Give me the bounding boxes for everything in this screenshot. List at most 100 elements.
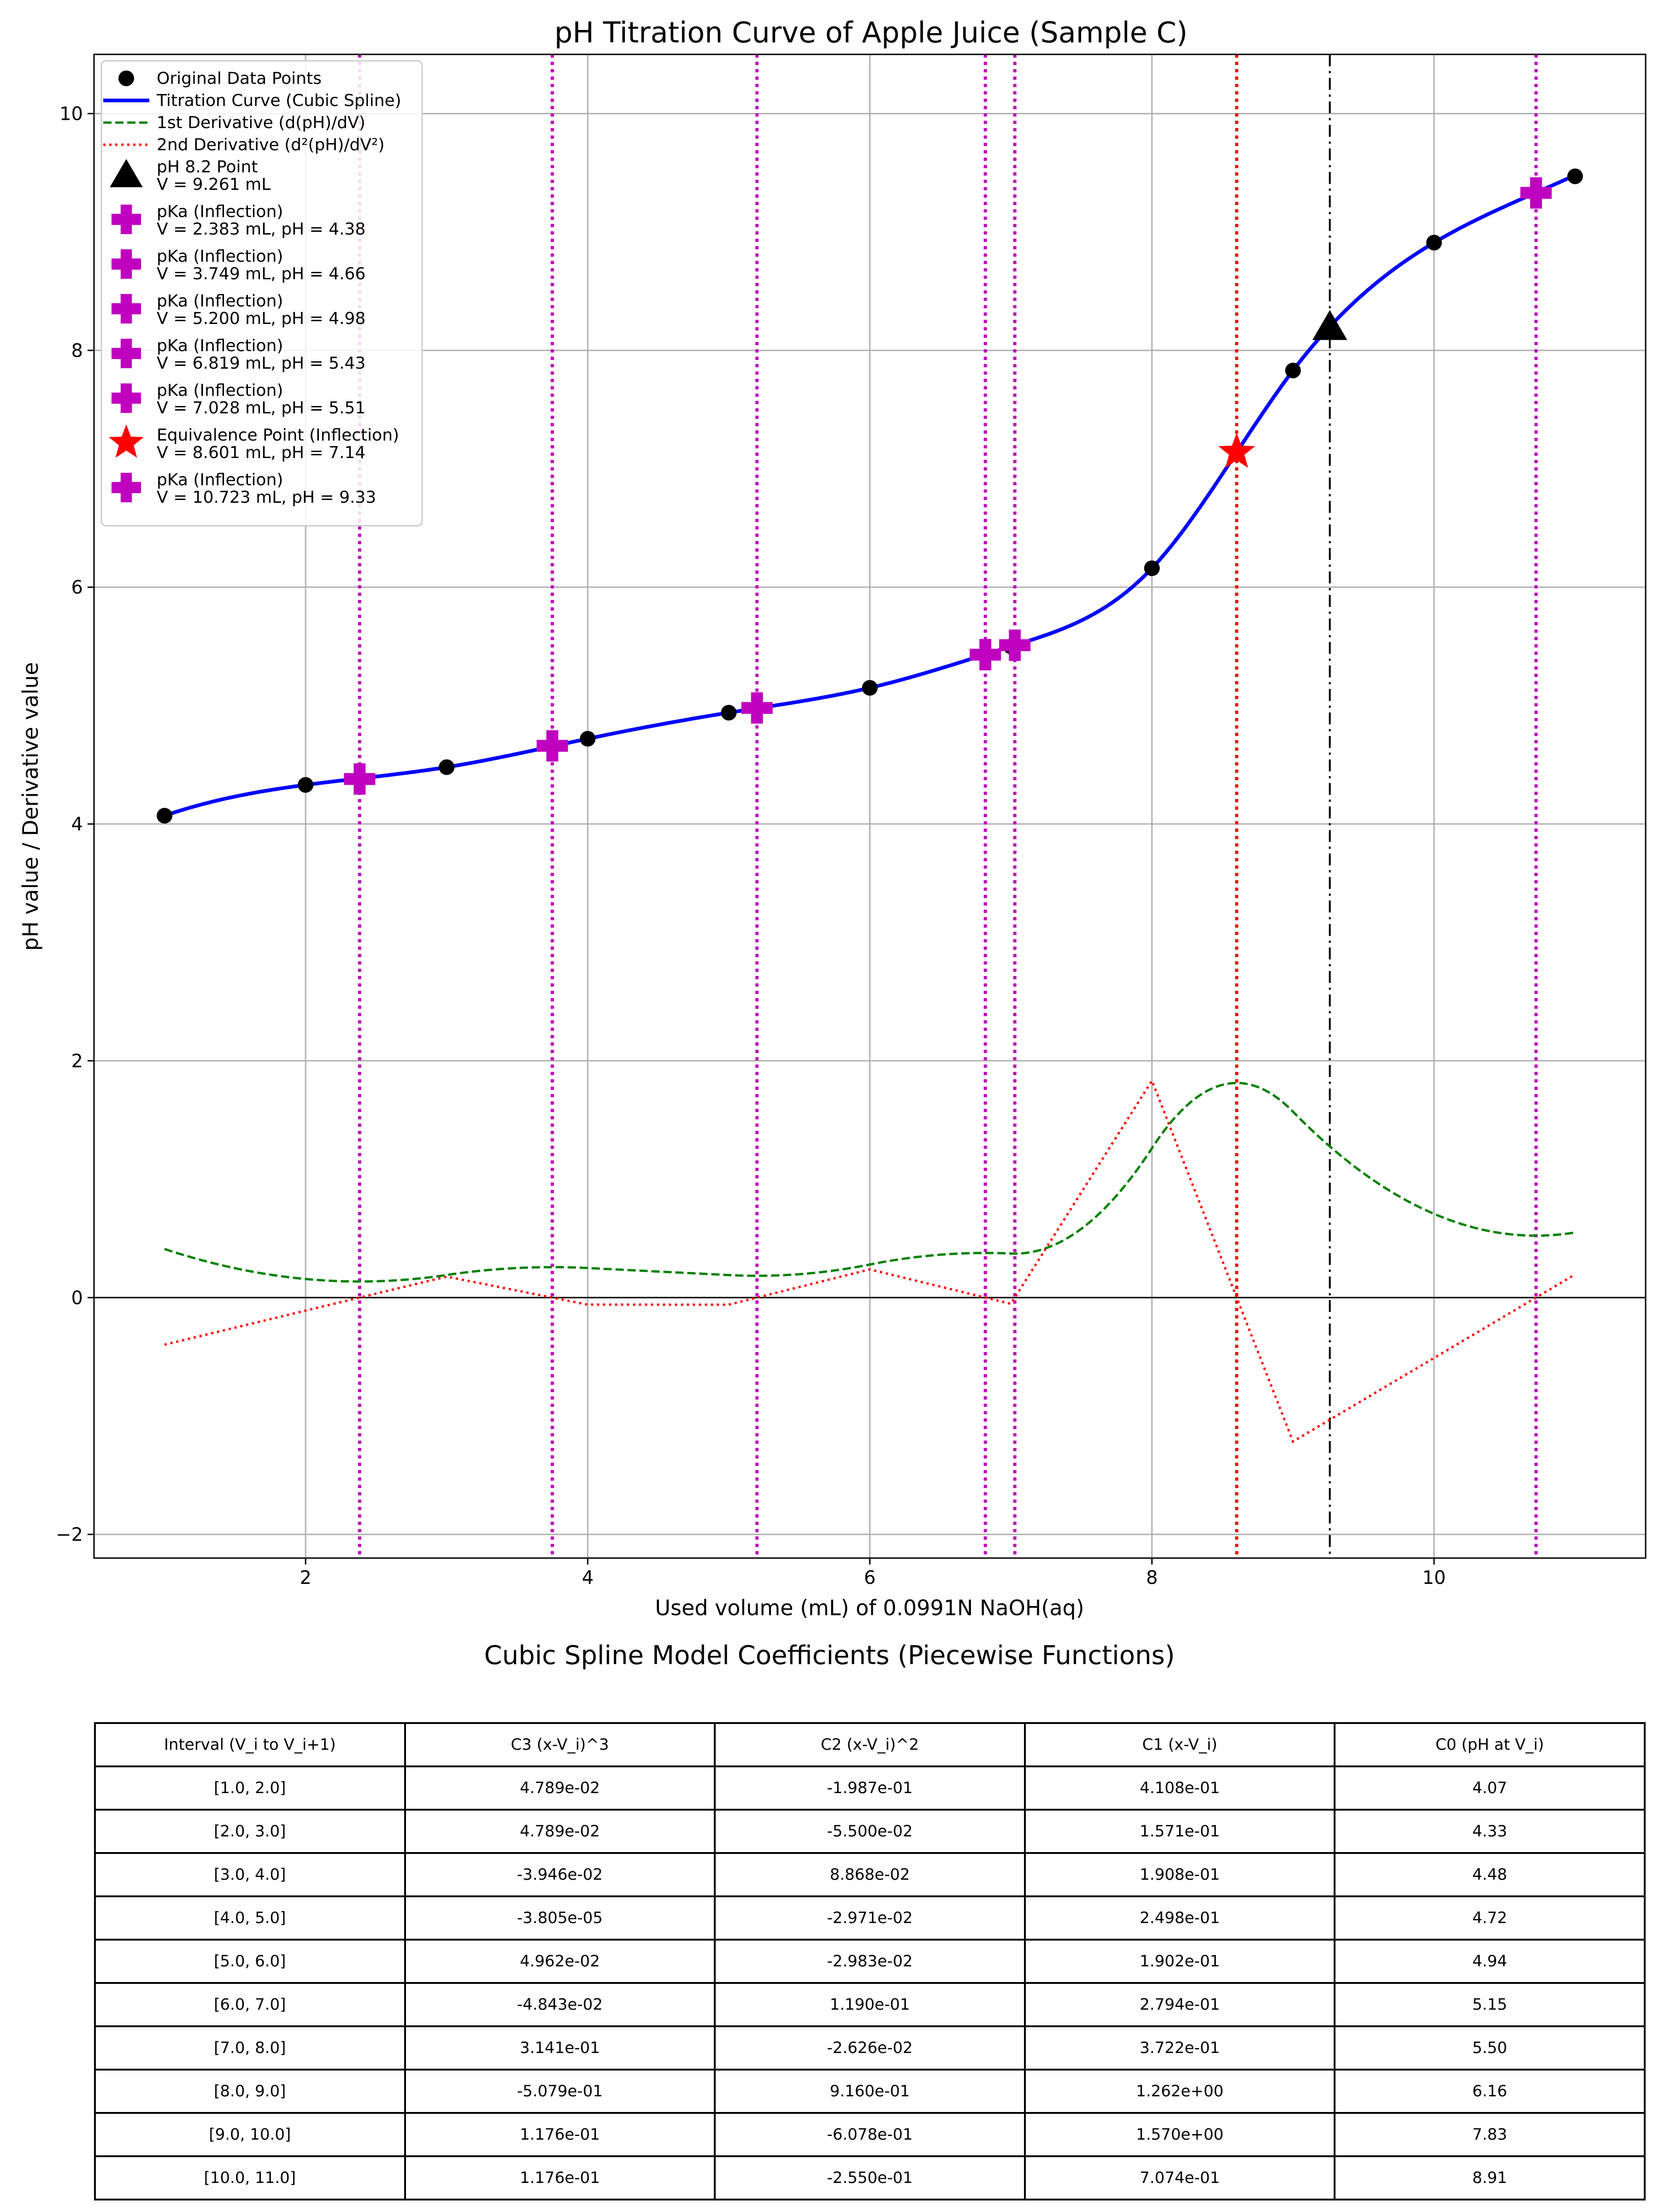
legend-label: 2nd Derivative (d²(pH)/dV²) [157,135,385,154]
legend-label: Original Data Points [157,69,322,88]
legend-label: pH 8.2 Point [157,158,258,176]
table-cell: -2.626e-02 [714,2025,1026,2071]
table-cell: [8.0, 9.0] [94,2069,406,2114]
legend-handle-pka [112,249,141,279]
table-cell: 1.176e-01 [404,2155,716,2200]
table-row: [5.0, 6.0] 4.962e-02 -2.983e-02 1.902e-01 4.… [94,1939,1646,1984]
table-row: [9.0, 10.0] 1.176e-01 -6.078e-01 1.570e+00 7… [94,2112,1646,2157]
table-cell: 8.868e-02 [714,1852,1026,1897]
second-derivative-line [164,1078,1576,1443]
chart-title: pH Titration Curve of Apple Juice (Sampl… [554,16,1188,49]
table-cell: 6.16 [1334,2069,1646,2114]
table-cell: 4.789e-02 [404,1809,716,1854]
legend-handle-equivalence [109,424,144,458]
table-cell: [6.0, 7.0] [94,1982,406,2027]
legend-label: Equivalence Point (Inflection) [157,426,399,445]
table-cell: 4.48 [1334,1852,1646,1897]
legend-detail: V = 8.601 mL, pH = 7.14 [157,443,365,462]
first-derivative-line [164,1082,1576,1283]
legend-handle-ph82 [110,159,143,188]
table-cell: -2.983e-02 [714,1939,1026,1984]
table-row: [10.0, 11.0] 1.176e-01 -2.550e-01 7.074e-01… [94,2155,1646,2200]
legend-detail: V = 3.749 mL, pH = 4.66 [157,265,365,283]
table-cell: [9.0, 10.0] [94,2112,406,2157]
table-cell: 3.722e-01 [1024,2025,1336,2071]
table-header-cell: C1 (x-V_i) [1024,1722,1336,1767]
legend-label: pKa (Inflection) [157,202,283,221]
table-header-cell: C2 (x-V_i)^2 [714,1722,1026,1767]
x-axis-label: Used volume (mL) of 0.0991N NaOH(aq) [655,1595,1084,1620]
table-cell: [3.0, 4.0] [94,1852,406,1897]
table-row: [1.0, 2.0] 4.789e-02 -1.987e-01 4.108e-01 4.… [94,1765,1646,1811]
legend-handle-data-points [118,71,134,86]
table-cell: 1.262e+00 [1024,2069,1336,2114]
pka-point-marker [741,692,773,724]
x-tick-label: 6 [864,1567,876,1588]
table-header-cell: C0 (pH at V_i) [1334,1722,1646,1767]
table-cell: 2.498e-01 [1024,1895,1336,1941]
table-cell: -5.500e-02 [714,1809,1026,1854]
x-tick-label: 10 [1422,1567,1446,1588]
y-axis-label: pH value / Derivative value [18,662,43,951]
table-cell: 4.789e-02 [404,1765,716,1811]
table-cell: 1.902e-01 [1024,1939,1336,1984]
table-cell: 7.074e-01 [1024,2155,1336,2200]
table-row: [7.0, 8.0] 3.141e-01 -2.626e-02 3.722e-01 5.… [94,2025,1646,2071]
pka-point-marker [344,763,376,795]
titration-chart: pH Titration Curve of Apple Juice (Sampl… [18,16,1647,1620]
y-tick-label: 6 [71,577,83,598]
original-data-point [721,705,737,721]
table-cell: 4.72 [1334,1895,1646,1941]
legend-handle-pka [112,473,141,502]
table-cell: -2.971e-02 [714,1895,1026,1941]
table-cell: 4.108e-01 [1024,1765,1336,1811]
table-row: [6.0, 7.0] -4.843e-02 1.190e-01 2.794e-01 5.… [94,1982,1646,2027]
table-cell: [10.0, 11.0] [94,2155,406,2200]
y-tick-label: 8 [71,340,83,361]
table-cell: 1.570e+00 [1024,2112,1336,2157]
table-cell: 3.141e-01 [404,2025,716,2071]
legend-handle-pka [112,205,141,234]
legend-label: 1st Derivative (d(pH)/dV) [157,113,365,132]
pka-point-marker [970,639,1001,671]
original-data-point [580,731,596,747]
table-header-cell: Interval (V_i to V_i+1) [94,1722,406,1767]
legend: Original Data Points Titration Curve (Cub… [100,60,423,527]
original-data-point [1285,363,1301,379]
table-cell: 4.33 [1334,1809,1646,1854]
y-tick-label: 10 [59,103,83,124]
legend-detail: V = 6.819 mL, pH = 5.43 [157,354,365,373]
pka-point-marker [536,730,568,762]
table-cell: 4.07 [1334,1765,1646,1811]
table-cell: 1.571e-01 [1024,1809,1336,1854]
original-data-point [157,808,173,824]
equivalence-point-marker [1218,433,1255,468]
data-markers [157,168,1583,824]
table-cell: [1.0, 2.0] [94,1765,406,1811]
y-tick-label: 4 [71,814,83,835]
table-row: [4.0, 5.0] -3.805e-05 -2.971e-02 2.498e-01 4… [94,1895,1646,1941]
legend-label: Titration Curve (Cubic Spline) [156,91,401,110]
table-row: [3.0, 4.0] -3.946e-02 8.868e-02 1.908e-01 4.… [94,1852,1646,1897]
legend-handle-pka [112,339,141,368]
table-cell: -4.843e-02 [404,1982,716,2027]
table-cell: [5.0, 6.0] [94,1939,406,1984]
table-cell: -3.805e-05 [404,1895,716,1941]
table-cell: 1.190e-01 [714,1982,1026,2027]
legend-box [100,60,423,527]
table-cell: 2.794e-01 [1024,1982,1336,2027]
pka-point-marker [1520,177,1552,209]
pka-point-marker [999,629,1031,661]
legend-handle-pka [112,383,141,413]
table-cell: 1.176e-01 [404,2112,716,2157]
table-cell: [7.0, 8.0] [94,2025,406,2071]
legend-label: pKa (Inflection) [157,292,283,311]
y-tick-label: 0 [71,1288,83,1309]
table-cell: -5.079e-01 [404,2069,716,2114]
original-data-point [862,680,878,696]
original-data-point [1426,235,1442,251]
marker-vertical-lines [358,54,1538,1558]
legend-label: pKa (Inflection) [157,336,283,355]
legend-detail: V = 2.383 mL, pH = 4.38 [157,220,365,239]
table-cell: 7.83 [1334,2112,1646,2157]
